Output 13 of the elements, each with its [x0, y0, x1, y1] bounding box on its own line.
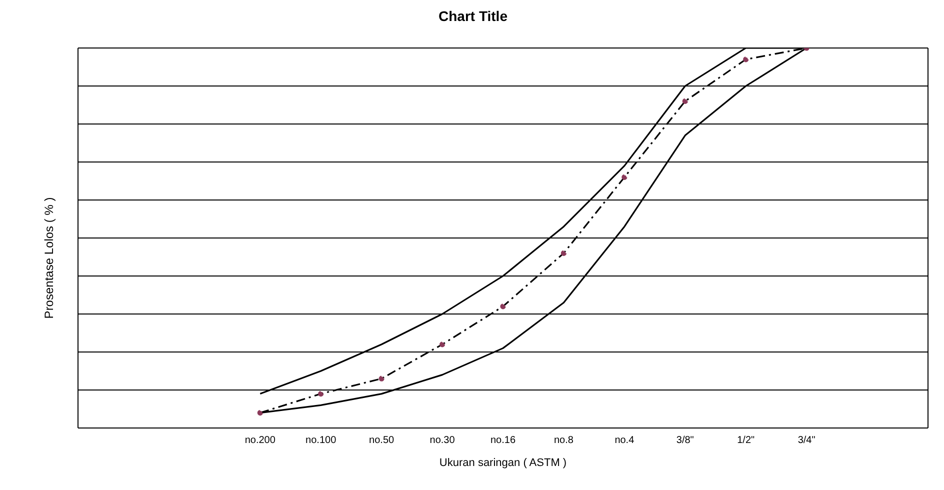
x-tick-label: no.8: [554, 435, 574, 446]
y-axis-title: Prosentase Lolos ( % ): [42, 197, 56, 319]
chart-title: Chart Title: [438, 8, 508, 26]
x-tick-label: 3/8": [676, 435, 694, 446]
x-tick-label: no.200: [244, 435, 276, 446]
x-tick-label: no.100: [306, 435, 337, 446]
x-tick-label: no.16: [490, 435, 516, 446]
x-tick-label: no.30: [430, 435, 456, 446]
x-tick-label: no.50: [369, 435, 395, 446]
x-axis-title: Ukuran saringan ( ASTM ): [439, 457, 567, 469]
x-tick-label: 3/4": [798, 435, 816, 446]
x-tick-label: no.4: [614, 435, 635, 446]
x-tick-label: 1/2": [737, 435, 756, 446]
